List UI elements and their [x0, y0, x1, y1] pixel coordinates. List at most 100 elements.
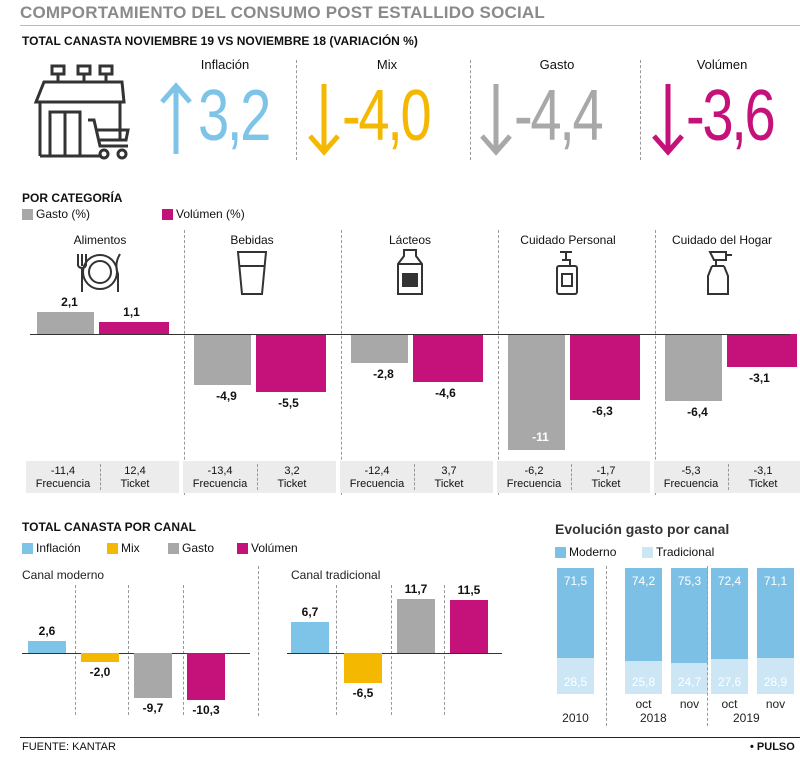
tradicional-value-label: 24,7: [677, 675, 702, 689]
ticket-cell: -3,1 Ticket: [728, 465, 798, 491]
frecuencia-value: -6,2: [524, 465, 544, 477]
tradicional-bar: [625, 661, 662, 694]
ticket-label: Ticket: [434, 478, 464, 490]
bar-value-label: -6,5: [352, 685, 374, 700]
footer-rule: [20, 737, 800, 738]
frecuencia-value: -13,4: [207, 465, 233, 477]
legend-gasto: Gasto (%): [22, 207, 90, 221]
category-name: Lácteos: [388, 233, 432, 247]
x-tick-label: nov: [765, 697, 786, 711]
legend-tradicional: Tradicional: [642, 545, 714, 559]
legend-volumen: Volúmen (%): [162, 207, 245, 221]
year-divider: [707, 566, 708, 726]
frecuencia-cell: -5,3 Frecuencia: [654, 465, 728, 491]
category-bar: [665, 334, 722, 402]
metric-inflacion-label: Inflación: [200, 57, 250, 72]
metric-gasto-value: -4,4: [514, 76, 604, 156]
frecuencia-label: Frecuencia: [349, 478, 405, 490]
footer-divider: [414, 464, 415, 490]
bar-value-label: -9,7: [142, 700, 164, 715]
tradicional-bar: [711, 659, 748, 694]
moderno-value-label: 71,5: [563, 574, 588, 588]
tradicional-value-label: 27,6: [717, 675, 742, 689]
ticket-label: Ticket: [591, 478, 621, 490]
arrow-down-icon: [308, 84, 340, 156]
bar-value-label: 2,6: [38, 624, 56, 639]
bar-value-label: 1,1: [123, 305, 140, 320]
category-divider: [498, 230, 499, 495]
category-name: Alimentos: [73, 233, 127, 247]
category-name: Cuidado Personal: [520, 233, 616, 247]
moderno-bar: [711, 568, 748, 660]
canal-bar: [81, 653, 119, 663]
ticket-value: 3,7: [441, 465, 457, 477]
category-bar: [570, 334, 640, 401]
category-bar: [413, 334, 483, 383]
bar-value-label: 6,7: [301, 605, 319, 620]
metric-mix-label: Mix: [376, 57, 398, 72]
bar-value-label: -11: [532, 429, 549, 444]
moderno-value-label: 72,4: [717, 574, 742, 588]
year-label: 2019: [733, 711, 760, 725]
legend-gasto: Gasto: [168, 541, 214, 555]
year-label: 2018: [640, 711, 667, 725]
metric-divider: [296, 60, 297, 160]
metric-volumen-label: Volúmen: [696, 57, 748, 72]
bar-value-label: -10,3: [192, 703, 220, 718]
store-icon: [33, 64, 130, 160]
evolucion-heading: Evolución gasto por canal: [555, 521, 730, 537]
ticket-cell: 12,4 Ticket: [100, 465, 170, 491]
category-divider: [184, 230, 185, 495]
frecuencia-cell: -6,2 Frecuencia: [497, 465, 571, 491]
canal-divider: [391, 585, 392, 715]
arrow-up-icon: [160, 82, 192, 154]
canal-moderno-title: Canal moderno: [22, 568, 105, 582]
ticket-label: Ticket: [120, 478, 150, 490]
bar-value-label: -5,5: [278, 395, 299, 410]
category-bar: [37, 311, 94, 334]
moderno-value-label: 75,3: [677, 574, 702, 588]
moderno-bar: [671, 568, 708, 663]
category-bar: [351, 334, 408, 364]
category-footer: [340, 461, 493, 493]
bar-value-label: 2,1: [61, 294, 78, 309]
metric-divider: [640, 60, 641, 160]
ticket-value: -1,7: [596, 465, 616, 477]
canal-divider: [444, 585, 445, 715]
canal-bar: [134, 653, 172, 698]
ticket-cell: -1,7 Ticket: [571, 465, 641, 491]
category-baseline: [30, 334, 790, 335]
arrow-down-icon: [652, 84, 684, 156]
tradicional-value-label: 25,8: [631, 675, 656, 689]
category-name: Bebidas: [230, 233, 274, 247]
legend-volumen: Volúmen: [237, 541, 298, 555]
arrow-down-icon: [480, 84, 512, 156]
x-tick-label: nov: [679, 697, 700, 711]
frecuencia-value: -12,4: [364, 465, 390, 477]
bar-value-label: 11,7: [404, 582, 428, 597]
canal-bar: [28, 641, 66, 653]
title-rule: [20, 25, 800, 26]
ticket-value: 12,4: [124, 465, 146, 477]
year-divider: [606, 566, 607, 726]
canal-divider: [75, 585, 76, 715]
top-subtitle: TOTAL CANASTA NOVIEMBRE 19 VS NOVIEMBRE …: [22, 34, 418, 48]
category-bar: [256, 334, 326, 392]
metric-volumen-value: -3,6: [686, 76, 776, 156]
bar-value-label: -2,8: [373, 367, 394, 382]
canal-divider: [128, 585, 129, 715]
canal-divider: [183, 585, 184, 715]
metric-mix-value: -4,0: [342, 76, 432, 156]
x-tick-label: 2010: [562, 711, 589, 725]
plate-cutlery-icon: [77, 253, 121, 292]
metric-inflacion-value: 3,2: [198, 76, 271, 156]
x-tick-label: oct: [635, 697, 652, 711]
category-divider: [655, 230, 656, 495]
category-bar: [194, 334, 251, 386]
canal-baseline: [287, 653, 502, 654]
frecuencia-label: Frecuencia: [663, 478, 719, 490]
frecuencia-cell: -11,4 Frecuencia: [26, 465, 100, 491]
canal-bar: [187, 653, 225, 701]
bar-value-label: -6,3: [592, 404, 613, 419]
footer-divider: [100, 464, 101, 490]
